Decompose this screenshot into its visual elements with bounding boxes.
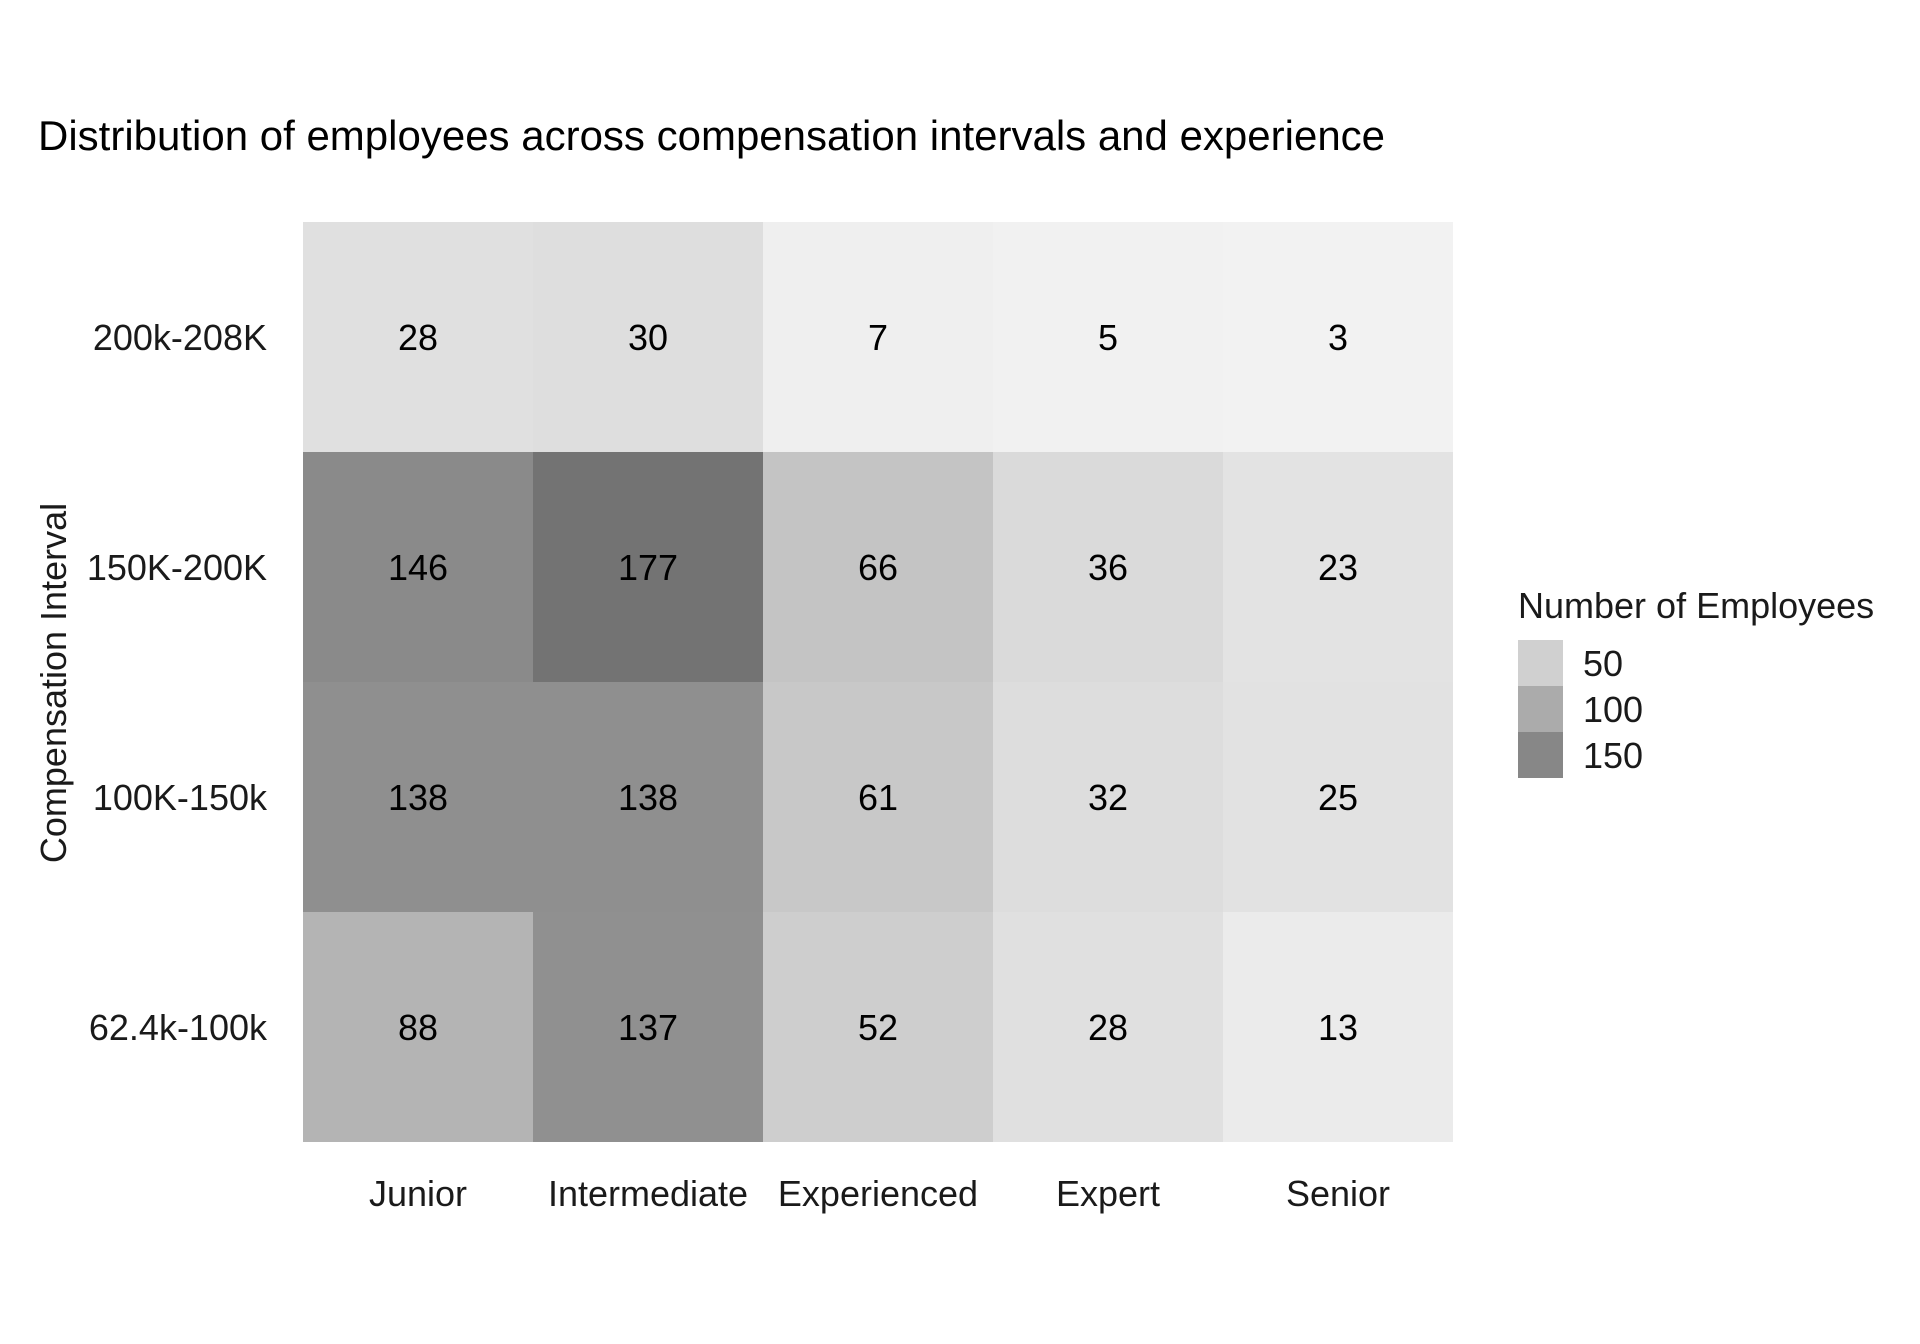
cell-value-label: 138	[388, 777, 448, 818]
color-legend: Number of Employees 50 100 150	[1518, 585, 1874, 778]
cell-value-label: 66	[858, 547, 898, 588]
x-tick-label: Junior	[369, 1173, 467, 1214]
cell-value-label: 23	[1318, 547, 1358, 588]
cell-value-label: 25	[1318, 777, 1358, 818]
heatmap-cell	[763, 452, 993, 682]
heatmap-cell	[763, 222, 993, 452]
heatmap-cell	[993, 452, 1223, 682]
heatmap-cell	[1223, 452, 1453, 682]
cell-value-label: 5	[1098, 317, 1118, 358]
heatmap-cell	[533, 452, 763, 682]
legend-key-swatch	[1518, 732, 1563, 778]
y-axis-title: Compensation Interval	[33, 503, 74, 863]
legend-key-swatch	[1518, 686, 1563, 732]
y-tick-label: 150K-200K	[87, 547, 267, 588]
cell-value-label: 88	[398, 1007, 438, 1048]
legend-keys: 50 100 150	[1518, 640, 1643, 778]
legend-key-label: 150	[1583, 735, 1643, 776]
cell-value-label: 61	[858, 777, 898, 818]
y-tick-label: 62.4k-100k	[89, 1007, 268, 1048]
cell-value-label: 36	[1088, 547, 1128, 588]
cell-value-label: 28	[1088, 1007, 1128, 1048]
cell-value-label: 146	[388, 547, 448, 588]
x-tick-label: Intermediate	[548, 1173, 748, 1214]
heatmap-cell	[303, 222, 533, 452]
heatmap-cell	[763, 682, 993, 912]
y-tick-label: 200k-208K	[93, 317, 267, 358]
heatmap-cell	[993, 222, 1223, 452]
heatmap-cell	[533, 912, 763, 1142]
x-tick-label: Expert	[1056, 1173, 1160, 1214]
heatmap-cell	[763, 912, 993, 1142]
heatmap-cell	[533, 682, 763, 912]
cell-value-label: 138	[618, 777, 678, 818]
heatmap-cells	[303, 222, 1453, 1142]
cell-value-label: 30	[628, 317, 668, 358]
heatmap-cell	[303, 682, 533, 912]
cell-value-label: 13	[1318, 1007, 1358, 1048]
heatmap-cell	[1223, 912, 1453, 1142]
heatmap-cell	[303, 452, 533, 682]
y-tick-label: 100K-150k	[93, 777, 268, 818]
heatmap-cell	[1223, 222, 1453, 452]
heatmap-cell	[533, 222, 763, 452]
x-tick-label: Experienced	[778, 1173, 978, 1214]
x-tick-label: Senior	[1286, 1173, 1390, 1214]
cell-value-label: 137	[618, 1007, 678, 1048]
cell-value-label: 3	[1328, 317, 1348, 358]
legend-key-label: 50	[1583, 643, 1623, 684]
heatmap-cell	[993, 912, 1223, 1142]
x-axis-ticks: Junior Intermediate Experienced Expert Senio…	[369, 1173, 1390, 1214]
legend-key-label: 100	[1583, 689, 1643, 730]
heatmap-cell	[303, 912, 533, 1142]
cell-value-label: 177	[618, 547, 678, 588]
heatmap-cell-labels: 28 30 7 5 3 146 177 66 36 23 138 138 61 32 25 88 137 52 28…	[388, 317, 1358, 1048]
legend-title: Number of Employees	[1518, 585, 1874, 626]
cell-value-label: 32	[1088, 777, 1128, 818]
cell-value-label: 52	[858, 1007, 898, 1048]
legend-key-swatch	[1518, 640, 1563, 686]
chart-title: Distribution of employees across compens…	[38, 112, 1385, 159]
cell-value-label: 7	[868, 317, 888, 358]
y-axis-ticks: 200k-208K 150K-200K 100K-150k 62.4k-100k	[87, 317, 268, 1048]
cell-value-label: 28	[398, 317, 438, 358]
heatmap-cell	[1223, 682, 1453, 912]
heatmap-cell	[993, 682, 1223, 912]
